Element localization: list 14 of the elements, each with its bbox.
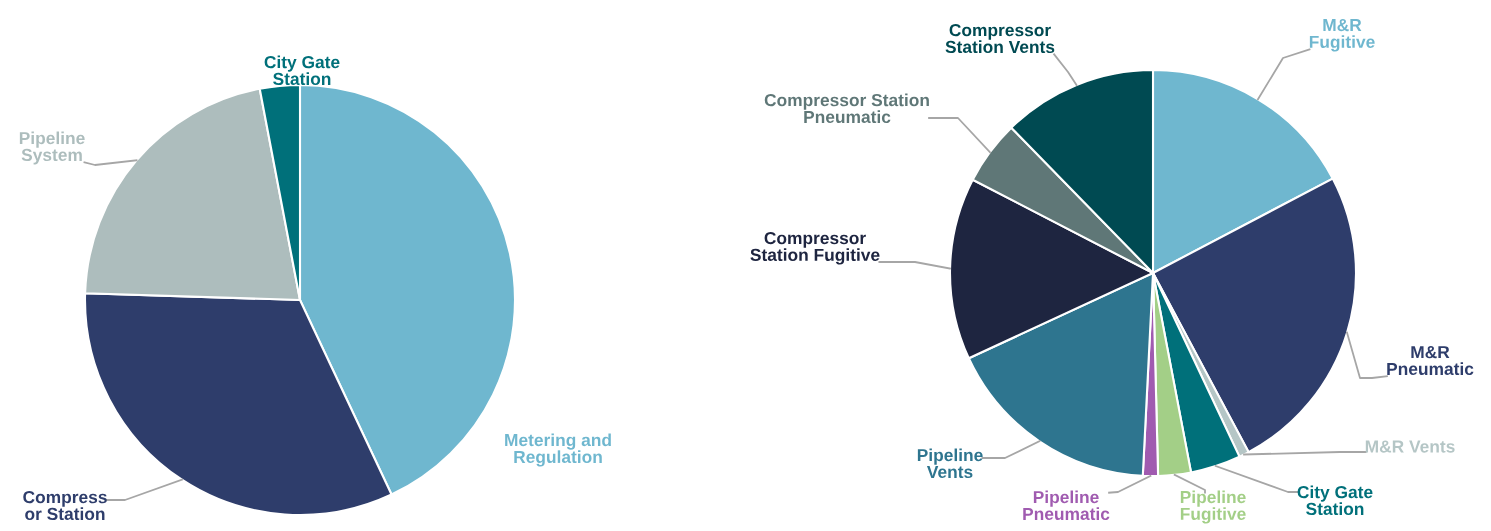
slice-label: City Gate Station: [1297, 485, 1373, 516]
slice-label: Metering and Regulation: [505, 433, 611, 467]
slice-label: Pipeline Pneumatic: [1023, 490, 1110, 521]
slice-label: City Gate Station: [264, 55, 340, 86]
slice-label: M&R Vents: [1365, 440, 1455, 453]
slice-label: Pipeline Fugitive: [1180, 490, 1246, 524]
slice-label: Compressor Station Pneumatic: [764, 93, 929, 124]
slice-label: M&R Pneumatic: [1387, 346, 1474, 376]
slice-label: Pipeline Vents: [917, 448, 983, 479]
slice-label: M&R Fugitive: [1309, 19, 1375, 52]
slice-label: Pipeline System: [19, 131, 85, 165]
slice-label: Compress or Station: [23, 490, 107, 521]
slice-label: Compressor Station Vents: [945, 23, 1055, 54]
slice-label: Compressor Station Fugitive: [750, 231, 880, 265]
